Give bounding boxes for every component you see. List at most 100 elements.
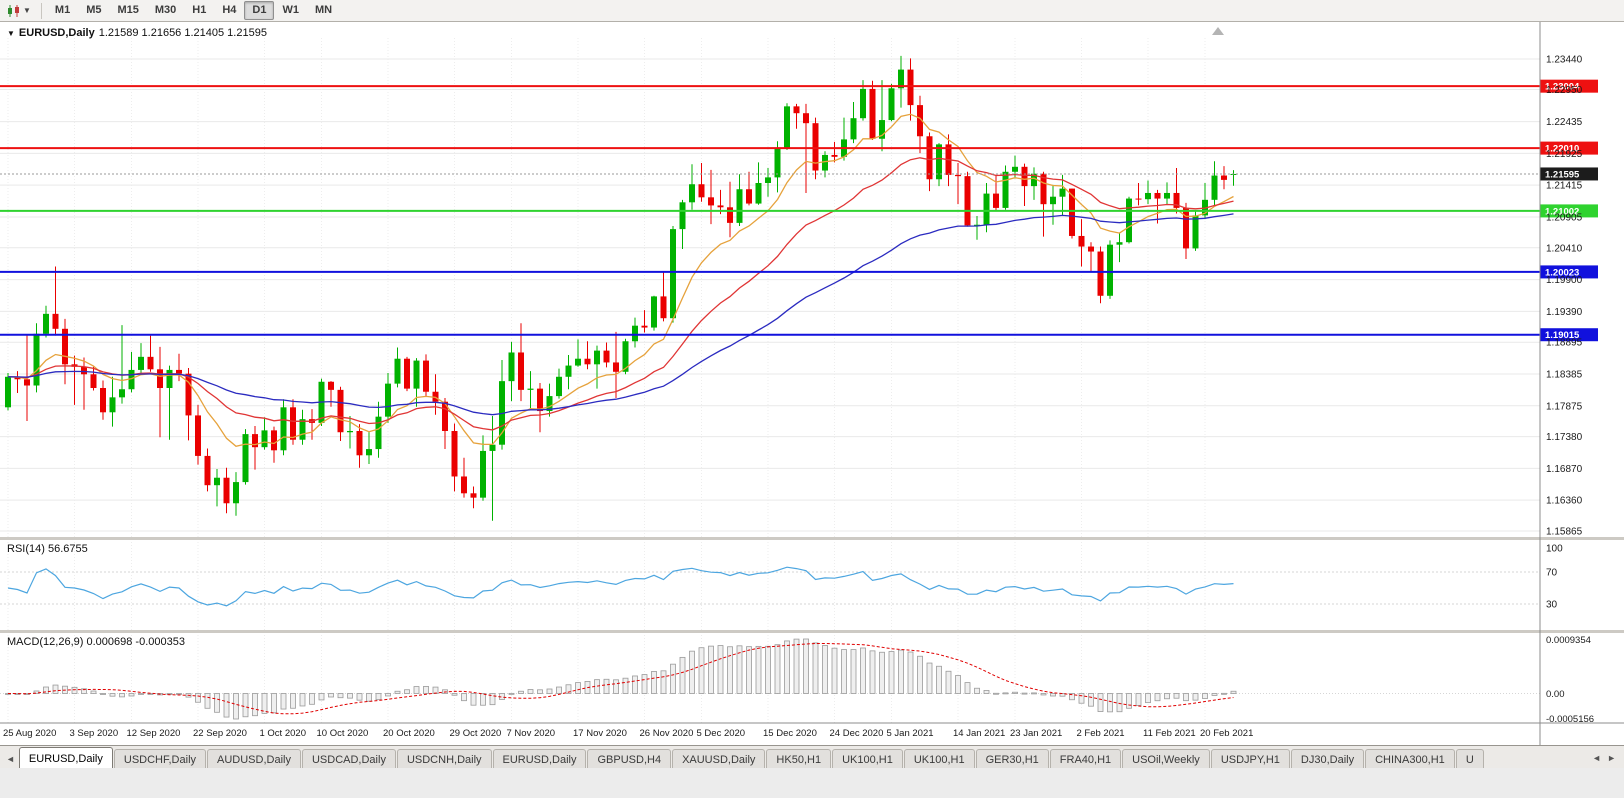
candle-body — [356, 430, 363, 456]
price-chart-svg: 1.23004 1.22010 1.21002 1.20023 1.19015 1.215… — [0, 22, 1624, 745]
chart-tab-13[interactable]: USOil,Weekly — [1122, 749, 1210, 768]
timeframe-button-h1[interactable]: H1 — [192, 4, 207, 16]
chart-window[interactable]: 1.23004 1.22010 1.21002 1.20023 1.19015 1.215… — [0, 22, 1624, 745]
rsi-axis-label: 70 — [1546, 568, 1558, 579]
price-axis-label: 1.16360 — [1546, 496, 1583, 507]
macd-histogram-bar — [774, 644, 781, 694]
candle-body — [803, 113, 809, 124]
chart-tab-2[interactable]: AUDUSD,Daily — [207, 749, 301, 768]
candle-body — [14, 376, 21, 380]
candle-body — [404, 358, 410, 389]
candle-body — [62, 328, 68, 365]
timeframe-button-w1[interactable]: W1 — [282, 4, 299, 16]
macd-histogram-bar — [850, 649, 857, 694]
candle-body — [869, 88, 876, 139]
macd-histogram-bar — [1012, 691, 1018, 694]
tab-scroll-left-icon[interactable]: ◄ — [6, 754, 15, 764]
macd-histogram-bar — [888, 651, 895, 694]
chart-tab-9[interactable]: UK100,H1 — [832, 749, 903, 768]
rsi-axis-label: 30 — [1546, 600, 1558, 611]
rsi-indicator-label: RSI(14) 56.6755 — [7, 543, 88, 555]
macd-histogram-bar — [366, 693, 372, 702]
candle-body — [955, 174, 961, 177]
chart-tab-4[interactable]: USDCNH,Daily — [396, 749, 492, 768]
timeframe-button-m1[interactable]: M1 — [54, 4, 71, 16]
tab-bar: ◄ EURUSD,Daily USDCHF,Daily AUDUSD,Daily US… — [0, 745, 1624, 768]
chart-tab-0[interactable]: EURUSD,Daily — [18, 747, 113, 768]
candle-body — [1107, 244, 1113, 296]
candle-body — [879, 120, 885, 139]
ma-fast-orange — [7, 113, 1234, 448]
hline-price-tag — [1540, 328, 1598, 342]
price-axis-label: 1.18385 — [1546, 369, 1583, 380]
price-axis-label: 1.19900 — [1546, 275, 1583, 286]
ma-mid-red — [7, 157, 1234, 431]
macd-histogram-bar — [432, 686, 439, 694]
macd-histogram-bar — [1154, 693, 1161, 702]
timeframe-button-m15[interactable]: M15 — [117, 4, 139, 16]
candle-body — [584, 358, 591, 365]
chart-tab-3[interactable]: USDCAD,Daily — [301, 749, 396, 768]
chart-tab-15[interactable]: DJ30,Daily — [1290, 749, 1365, 768]
chart-tab-5[interactable]: EURUSD,Daily — [492, 749, 587, 768]
macd-histogram-bar — [43, 686, 49, 694]
date-axis-label: 20 Feb 2021 — [1200, 728, 1253, 739]
candle-body — [651, 296, 657, 328]
price-axis-label: 1.17380 — [1546, 432, 1583, 443]
chart-tab-8[interactable]: HK50,H1 — [766, 749, 832, 768]
macd-histogram-bar — [204, 693, 211, 709]
candle-body — [337, 389, 344, 433]
quick-trade-triangle-icon[interactable]: ▼ — [7, 28, 15, 38]
macd-histogram-bar — [1145, 693, 1151, 704]
chart-tab-16[interactable]: CHINA300,H1 — [1365, 749, 1455, 768]
tab-scroll-prev-icon[interactable]: ◄ — [1592, 753, 1602, 763]
macd-histogram-bar — [622, 677, 629, 694]
macd-histogram-bar — [71, 686, 78, 694]
panel-separator[interactable] — [0, 537, 1624, 540]
chart-tab-11[interactable]: GER30,H1 — [975, 749, 1049, 768]
macd-histogram-bar — [898, 649, 904, 694]
chart-tab-1[interactable]: USDCHF,Daily — [113, 749, 207, 768]
chart-tab-17[interactable]: U — [1455, 749, 1484, 768]
chart-tab-6[interactable]: GBPUSD,H4 — [587, 749, 672, 768]
candle-body — [470, 493, 477, 498]
chart-type-button[interactable]: ▼ — [3, 3, 34, 19]
candle-body — [936, 144, 942, 180]
macd-histogram-bar — [603, 678, 610, 694]
macd-histogram-bar — [974, 687, 980, 694]
macd-histogram-bar — [214, 693, 220, 713]
candle-body — [926, 136, 933, 180]
macd-histogram-bar — [90, 690, 97, 694]
candle-body — [907, 69, 914, 106]
timeframe-button-d1[interactable]: D1 — [244, 1, 275, 20]
macd-histogram-bar — [727, 646, 733, 694]
date-axis-label: 14 Jan 2021 — [953, 728, 1005, 739]
candle-body — [736, 189, 743, 223]
timeframe-button-m5[interactable]: M5 — [86, 4, 102, 16]
price-axis-label: 1.17875 — [1546, 401, 1583, 412]
timeframe-button-mn[interactable]: MN — [314, 4, 333, 16]
macd-histogram-bar — [993, 692, 999, 695]
candle-body — [717, 205, 724, 208]
current-price-label: 1.21595 — [1545, 169, 1580, 180]
candle-body — [1078, 235, 1085, 247]
rsi-axis-label: 100 — [1546, 544, 1563, 555]
macd-histogram-bar — [1078, 693, 1085, 704]
macd-histogram-bar — [860, 647, 866, 694]
chart-tab-14[interactable]: USDJPY,H1 — [1210, 749, 1290, 768]
chart-shift-marker[interactable] — [1212, 27, 1224, 35]
timeframe-button-m30[interactable]: M30 — [154, 4, 177, 16]
macd-histogram-bar — [223, 693, 230, 718]
macd-histogram-bar — [271, 693, 277, 714]
panel-separator[interactable] — [0, 630, 1624, 633]
chart-background[interactable] — [0, 22, 1624, 745]
chart-tab-12[interactable]: FRA40,H1 — [1049, 749, 1122, 768]
price-axis-label: 1.18895 — [1546, 338, 1583, 349]
chart-tab-7[interactable]: XAUUSD,Daily — [672, 749, 766, 768]
tab-scroll-next-icon[interactable]: ► — [1607, 753, 1616, 763]
candle-body — [252, 434, 258, 448]
macd-histogram-bar — [252, 693, 258, 717]
timeframe-button-h4[interactable]: H4 — [222, 4, 237, 16]
chart-tab-10[interactable]: UK100,H1 — [903, 749, 975, 768]
macd-axis-label: 0.00 — [1546, 689, 1565, 700]
